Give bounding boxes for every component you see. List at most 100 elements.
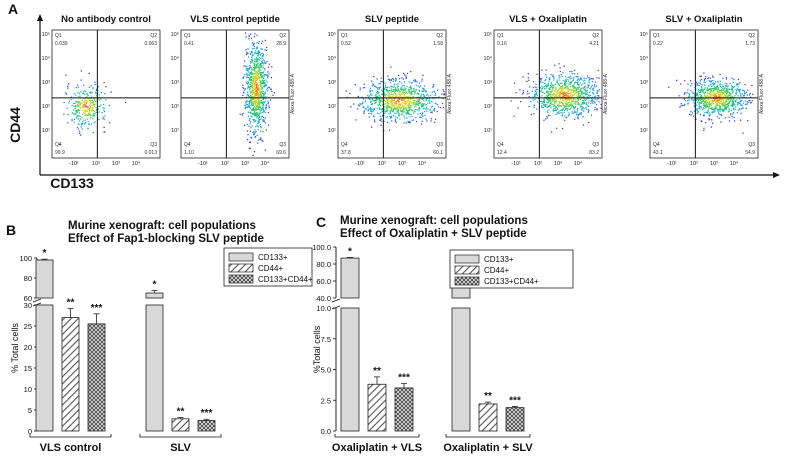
y-tick-label: 30: [24, 301, 32, 310]
flow-event-dot: [567, 95, 569, 97]
flow-event-dot: [711, 107, 713, 109]
flow-event-dot: [385, 106, 387, 108]
y-tick-label: 10¹: [328, 128, 336, 134]
flow-event-dot: [719, 105, 721, 108]
flow-event-dot: [391, 106, 393, 108]
flow-event-dot: [83, 84, 85, 86]
flow-event-dot: [687, 96, 690, 98]
flow-event-dot: [574, 87, 576, 89]
flow-event-dot: [407, 104, 409, 107]
flow-event-dot: [555, 89, 557, 91]
flow-event-dot: [367, 96, 370, 98]
flow-event-dot: [75, 111, 77, 113]
flow-event-dot: [93, 105, 95, 107]
flow-event-dot: [418, 110, 420, 112]
flow-event-dot: [247, 70, 249, 72]
flow-event-dot: [710, 80, 712, 82]
flow-event-dot: [704, 95, 706, 97]
flow-event-dot: [75, 113, 77, 115]
flow-event-dot: [549, 93, 551, 95]
flow-event-dot: [716, 85, 718, 88]
flow-event-dot: [258, 112, 260, 114]
flow-event-dot: [574, 106, 577, 108]
flow-event-dot: [684, 92, 686, 94]
flow-event-dot: [251, 104, 253, 106]
flow-event-dot: [724, 98, 726, 100]
flow-event-dot: [590, 114, 593, 116]
flow-event-dot: [577, 114, 579, 117]
flow-event-dot: [696, 83, 698, 85]
flow-event-dot: [570, 89, 572, 91]
flow-event-dot: [416, 121, 418, 123]
flow-event-dot: [77, 110, 79, 112]
flow-event-dot: [91, 110, 93, 112]
flow-event-dot: [709, 93, 711, 95]
flow-event-dot: [260, 82, 262, 84]
flow-event-dot: [383, 91, 385, 94]
flow-event-dot: [254, 129, 256, 131]
flow-event-dot: [388, 92, 390, 95]
quadrant-value-q3: 83.2: [589, 150, 599, 156]
flow-event-dot: [384, 112, 386, 115]
flow-event-dot: [255, 135, 257, 138]
flow-event-dot: [77, 118, 79, 120]
flow-event-dot: [716, 108, 718, 111]
flow-event-dot: [723, 109, 725, 111]
flow-event-dot: [389, 112, 392, 114]
flow-event-dot: [712, 122, 714, 124]
flow-event-dot: [583, 110, 585, 112]
flow-event-dot: [577, 83, 579, 85]
flow-event-dot: [390, 89, 393, 91]
flow-event-dot: [731, 96, 733, 98]
flow-event-dot: [75, 117, 77, 119]
flow-event-dot: [85, 103, 87, 105]
flow-event-dot: [555, 88, 557, 90]
flow-event-dot: [572, 78, 574, 80]
flow-event-dot: [561, 109, 563, 111]
flow-event-dot: [419, 113, 421, 115]
flow-event-dot: [437, 89, 439, 91]
y-tick-label: 100.0: [312, 243, 331, 252]
flow-event-dot: [87, 100, 89, 102]
flow-event-dot: [554, 83, 557, 85]
flow-event-dot: [564, 87, 566, 89]
flow-event-dot: [399, 96, 401, 98]
flow-event-dot: [380, 118, 382, 120]
flow-event-dot: [254, 102, 256, 104]
flow-event-dot: [362, 101, 364, 103]
significance-label: **: [67, 297, 75, 308]
flow-event-dot: [257, 83, 259, 85]
flow-event-dot: [714, 81, 717, 83]
flow-event-dot: [82, 109, 84, 111]
flow-event-dot: [554, 64, 556, 66]
flow-event-dot: [245, 102, 247, 104]
flow-event-dot: [580, 90, 582, 92]
flow-event-dot: [568, 89, 570, 91]
flow-event-dot: [543, 98, 545, 100]
flow-event-dot: [372, 110, 374, 112]
flow-event-dot: [724, 94, 726, 96]
flow-event-dot: [258, 72, 260, 74]
flow-event-dot: [541, 91, 543, 94]
flow-event-dot: [553, 105, 555, 107]
flow-event-dot: [420, 104, 422, 106]
flow-event-dot: [561, 109, 564, 111]
flow-event-dot: [84, 115, 86, 117]
flow-event-dot: [259, 90, 261, 92]
flow-event-dot: [254, 76, 256, 78]
flow-event-dot: [77, 104, 79, 106]
flow-event-dot: [708, 112, 710, 114]
flow-event-dot: [103, 107, 105, 109]
flow-event-dot: [395, 79, 397, 81]
flow-event-dot: [550, 103, 552, 105]
flow-event-dot: [407, 111, 409, 113]
flow-event-dot: [403, 122, 405, 124]
flow-event-dot: [553, 77, 555, 80]
flow-event-dot: [247, 48, 249, 50]
flow-event-dot: [77, 84, 79, 86]
flow-event-dot: [421, 106, 423, 108]
flow-event-dot: [733, 86, 735, 88]
flow-event-dot: [573, 76, 575, 78]
flow-event-dot: [403, 99, 405, 101]
flow-event-dot: [540, 90, 542, 92]
